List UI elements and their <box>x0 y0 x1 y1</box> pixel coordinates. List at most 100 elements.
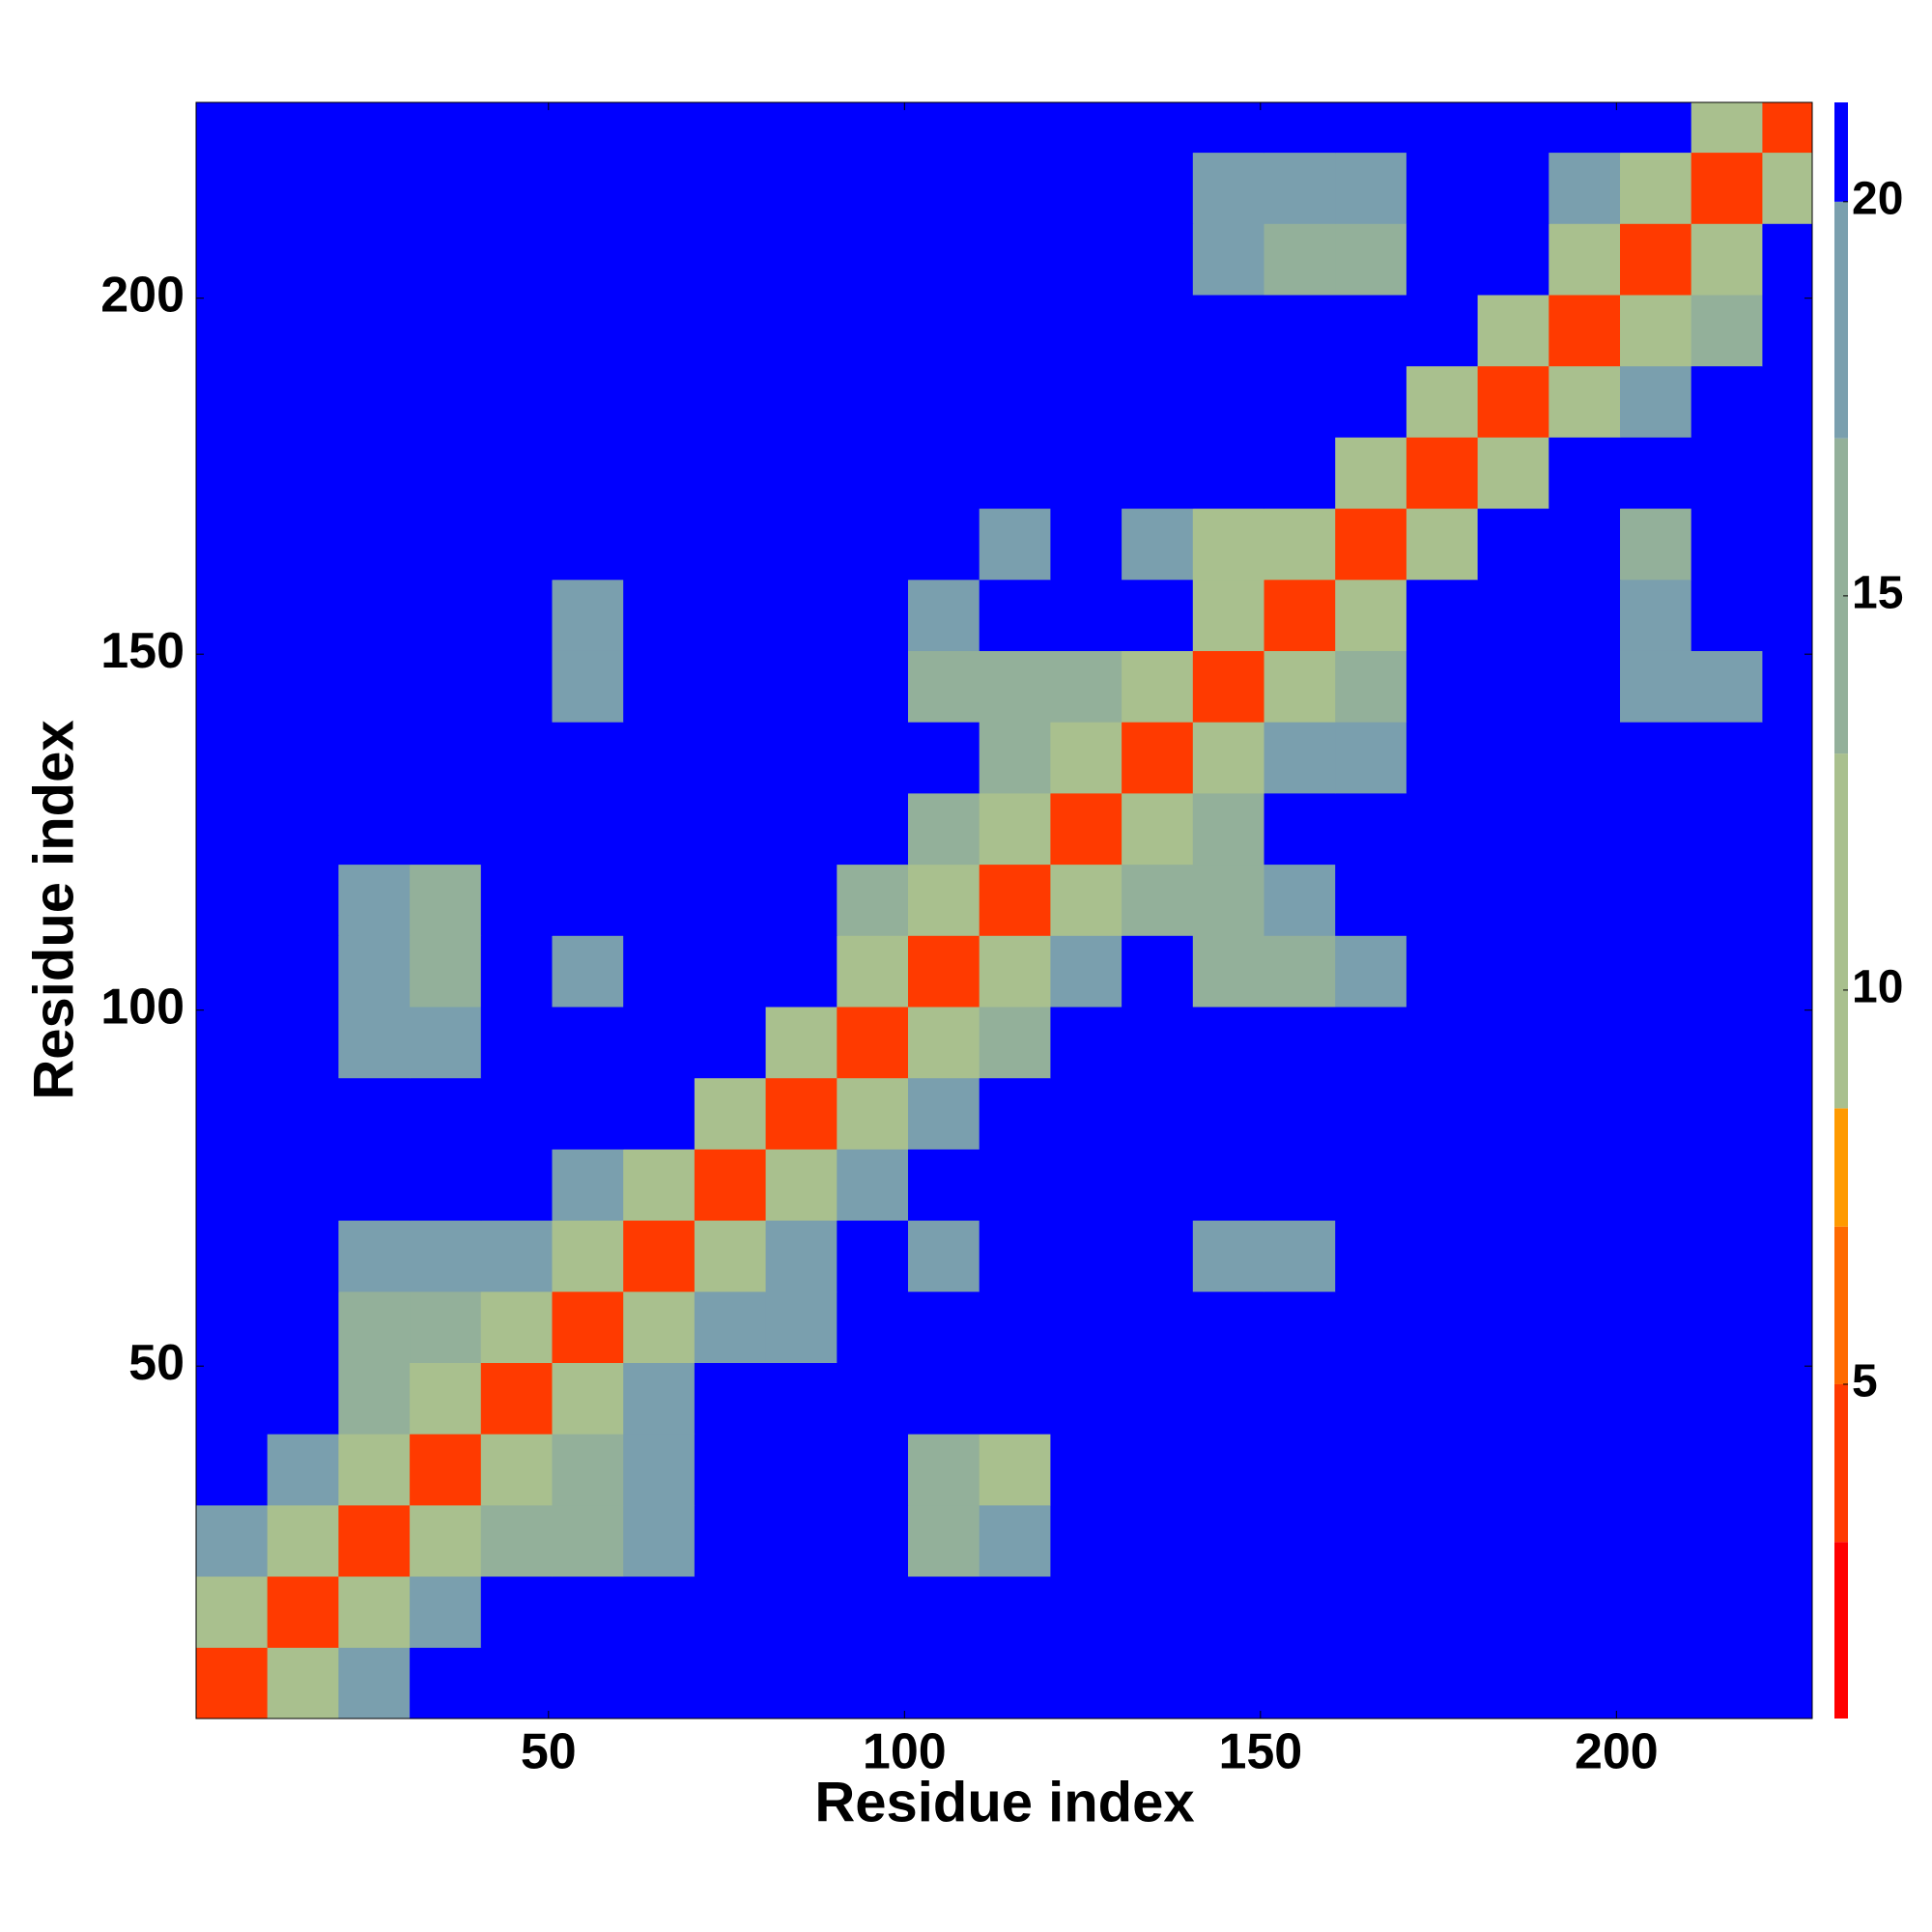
heatmap-cell <box>1406 1291 1479 1363</box>
heatmap-cell <box>837 1647 909 1719</box>
heatmap-cell <box>480 1434 554 1506</box>
heatmap-cell <box>908 1291 980 1363</box>
y-axis-label: Residue index <box>22 720 85 1099</box>
heatmap-cell <box>979 1647 1051 1719</box>
heatmap-cell <box>267 1576 339 1648</box>
heatmap-cell <box>480 508 554 581</box>
heatmap-cell <box>1122 1362 1194 1435</box>
heatmap-cell <box>908 365 980 438</box>
heatmap-cell <box>1762 437 1813 509</box>
heatmap-cell <box>196 223 269 296</box>
heatmap-cell <box>908 1077 980 1150</box>
heatmap-cell <box>410 102 482 154</box>
heatmap-cell <box>196 1291 269 1363</box>
heatmap-cell <box>1335 650 1407 723</box>
heatmap-cell <box>1122 1434 1194 1506</box>
heatmap-cell <box>1406 365 1479 438</box>
heatmap-cell <box>1762 1434 1813 1506</box>
heatmap-cell <box>837 722 909 794</box>
heatmap-cell <box>480 579 554 651</box>
heatmap-cell <box>1050 152 1122 224</box>
heatmap-cell <box>1192 864 1265 936</box>
heatmap-cell <box>1690 437 1763 509</box>
heatmap-cell <box>694 1291 767 1363</box>
heatmap-cell <box>552 935 624 1008</box>
heatmap-cell <box>1264 1291 1336 1363</box>
heatmap-cell <box>267 1220 339 1293</box>
heatmap-cell <box>1122 1006 1194 1079</box>
heatmap-cell <box>552 437 624 509</box>
heatmap-cell <box>1477 1647 1549 1719</box>
heatmap-cell <box>1477 1006 1549 1079</box>
heatmap-cell <box>1264 1576 1336 1648</box>
heatmap-cell <box>694 1077 767 1150</box>
heatmap-cell <box>1620 1291 1692 1363</box>
heatmap-cell <box>1690 102 1763 154</box>
heatmap-cell <box>623 1220 696 1293</box>
heatmap-cell <box>1192 1434 1265 1506</box>
heatmap-cell <box>1762 722 1813 794</box>
heatmap-cell <box>410 650 482 723</box>
heatmap-cell <box>338 152 411 224</box>
colorbar-segment <box>1834 1108 1848 1227</box>
x-tick-label: 50 <box>521 1724 577 1780</box>
heatmap-cell <box>837 579 909 651</box>
heatmap-cell <box>694 579 767 651</box>
heatmap-cell <box>410 1362 482 1435</box>
heatmap-cell <box>837 1434 909 1506</box>
heatmap-cell <box>1192 1077 1265 1150</box>
heatmap-cell <box>908 1647 980 1719</box>
heatmap-cell <box>267 1077 339 1150</box>
heatmap-cell <box>1406 1647 1479 1719</box>
heatmap-cell <box>338 579 411 651</box>
heatmap-cell <box>196 1077 269 1150</box>
heatmap-cell <box>552 102 624 154</box>
heatmap-cell <box>623 1291 696 1363</box>
heatmap-cell <box>1620 508 1692 581</box>
heatmap-cell <box>908 579 980 651</box>
heatmap-cell <box>623 792 696 866</box>
heatmap-cell <box>1690 650 1763 723</box>
heatmap-cell <box>552 864 624 936</box>
heatmap-cell <box>979 1434 1051 1506</box>
heatmap-cell <box>908 102 980 154</box>
heatmap-cell <box>1690 864 1763 936</box>
heatmap-cell <box>1406 1149 1479 1221</box>
heatmap-cell <box>1690 1647 1763 1719</box>
heatmap-cell <box>1050 722 1122 794</box>
heatmap-cell <box>1620 1434 1692 1506</box>
heatmap-cell <box>410 1006 482 1079</box>
heatmap-cell <box>837 1362 909 1435</box>
heatmap-cell <box>338 508 411 581</box>
heatmap-cell <box>1050 1576 1122 1648</box>
heatmap-cell <box>1264 437 1336 509</box>
x-axis-label: Residue index <box>814 1771 1194 1833</box>
heatmap-cell <box>1762 935 1813 1008</box>
heatmap-cell <box>1122 1576 1194 1648</box>
heatmap-cell <box>765 1647 838 1719</box>
heatmap-cell <box>837 1220 909 1293</box>
heatmap-cell <box>1335 365 1407 438</box>
heatmap-cell <box>410 1077 482 1150</box>
heatmap-cell <box>1122 1149 1194 1221</box>
heatmap-cell <box>1335 1077 1407 1150</box>
heatmap-cell <box>979 223 1051 296</box>
heatmap-cell <box>979 508 1051 581</box>
heatmap-cell <box>1122 935 1194 1008</box>
heatmap-cell <box>552 722 624 794</box>
heatmap-cell <box>979 792 1051 866</box>
heatmap-cell <box>1762 294 1813 367</box>
heatmap-cell <box>552 1576 624 1648</box>
heatmap-cell <box>1192 1006 1265 1079</box>
heatmap-cell <box>1406 1504 1479 1577</box>
heatmap-cell <box>1122 1291 1194 1363</box>
heatmap-cell <box>765 1504 838 1577</box>
heatmap-cell <box>694 1220 767 1293</box>
heatmap-cell <box>837 1504 909 1577</box>
heatmap-cell <box>1406 1434 1479 1506</box>
heatmap-cell <box>1477 1220 1549 1293</box>
heatmap-cell <box>837 508 909 581</box>
heatmap-cell <box>1548 1362 1621 1435</box>
